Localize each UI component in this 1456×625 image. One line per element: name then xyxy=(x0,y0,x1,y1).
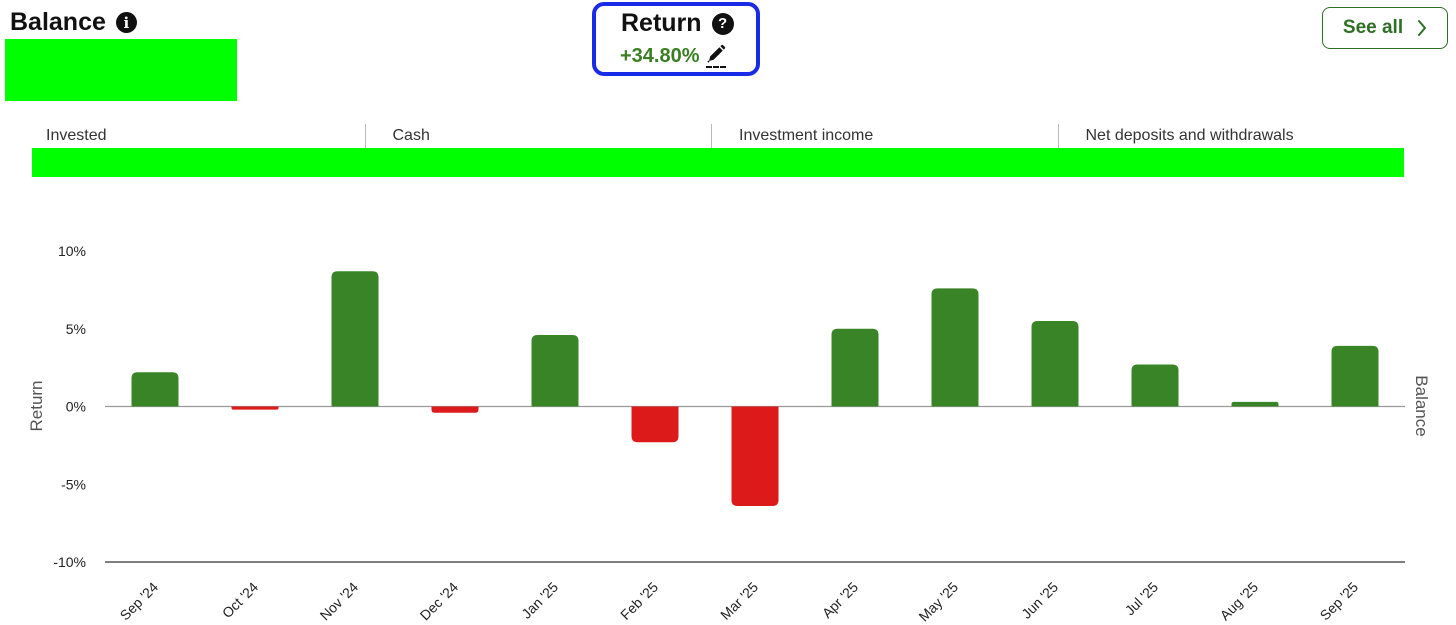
x-tick-label: Oct '24 xyxy=(219,579,262,622)
x-tick-label: Sep '25 xyxy=(1317,579,1362,624)
help-icon[interactable]: ? xyxy=(711,12,734,35)
x-tick-label: Dec '24 xyxy=(417,579,462,624)
bar xyxy=(731,406,779,507)
y-tick-label: -10% xyxy=(53,554,86,570)
x-tick-label: Aug '25 xyxy=(1217,579,1262,624)
tab-label: Invested xyxy=(46,127,107,144)
see-all-label: See all xyxy=(1342,17,1404,38)
return-value: +34.80% xyxy=(620,44,700,67)
x-tick-label: Nov '24 xyxy=(317,579,362,624)
balance-value-redacted xyxy=(5,39,237,101)
tab-cash[interactable]: Cash xyxy=(364,124,712,148)
return-header: Return ? xyxy=(621,9,734,38)
chevron-right-icon xyxy=(1418,20,1427,36)
return-title: Return xyxy=(621,9,702,37)
bar xyxy=(431,406,479,413)
x-tick-label: Feb '25 xyxy=(617,579,661,623)
tab-investment-income[interactable]: Investment income xyxy=(711,124,1058,148)
tab-net-deposits-withdrawals[interactable]: Net deposits and withdrawals xyxy=(1057,124,1405,148)
info-icon[interactable]: i xyxy=(115,12,137,33)
tab-label: Net deposits and withdrawals xyxy=(1085,127,1294,144)
x-tick-label: Sep '24 xyxy=(117,579,162,624)
bar xyxy=(531,334,579,407)
tab-values-redacted xyxy=(32,148,1404,177)
y-tick-label: 10% xyxy=(58,243,86,259)
balance-header: Balance i xyxy=(10,8,137,37)
bar xyxy=(331,271,379,407)
return-highlight-box xyxy=(592,2,760,76)
y2-axis-label: Balance xyxy=(1412,375,1431,436)
x-tick-label: Jan '25 xyxy=(518,579,561,622)
bar xyxy=(631,406,679,443)
pencil-icon[interactable] xyxy=(705,44,726,68)
x-tick-label: May '25 xyxy=(915,579,961,625)
balance-title: Balance xyxy=(10,8,106,36)
bar xyxy=(1231,401,1279,407)
tab-label: Cash xyxy=(392,127,430,144)
tab-label: Investment income xyxy=(739,127,874,144)
bar xyxy=(231,406,279,410)
bar xyxy=(1031,320,1079,407)
see-all-button[interactable]: See all xyxy=(1322,7,1448,49)
metric-tabs: Invested Cash Investment income Net depo… xyxy=(32,124,1404,148)
bar xyxy=(1131,364,1179,407)
bar xyxy=(1331,345,1379,407)
x-tick-label: Jul '25 xyxy=(1122,579,1162,619)
bar xyxy=(931,288,979,407)
y-tick-label: 0% xyxy=(66,399,86,415)
bar xyxy=(831,328,879,407)
y-axis-label: Return xyxy=(27,380,46,431)
x-tick-label: Jun '25 xyxy=(1018,579,1061,622)
x-tick-label: Mar '25 xyxy=(717,579,761,623)
y-tick-label: 5% xyxy=(66,321,86,337)
tab-invested[interactable]: Invested xyxy=(32,124,365,148)
y-tick-label: -5% xyxy=(61,476,86,492)
bar xyxy=(131,372,179,407)
x-tick-label: Apr '25 xyxy=(819,579,862,622)
return-value-row: +34.80% xyxy=(620,44,726,68)
